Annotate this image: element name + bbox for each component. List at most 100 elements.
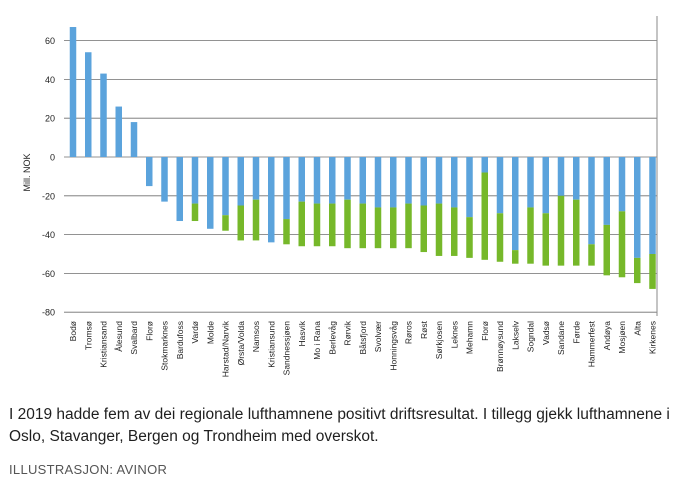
image-credit: ILLUSTRASJON: AVINOR bbox=[9, 462, 168, 477]
bar-blue bbox=[588, 157, 595, 245]
category-labels: Bodø Tromsø Kristiansand Ålesund Svalbard Flo… bbox=[68, 320, 658, 377]
bar-blue bbox=[359, 157, 366, 204]
bar-blue bbox=[85, 52, 92, 157]
bar-blue bbox=[618, 157, 626, 212]
category-label: Sandane bbox=[556, 321, 566, 355]
bar-blue bbox=[176, 157, 183, 222]
bar-blue bbox=[191, 157, 199, 204]
bar-green bbox=[466, 217, 473, 258]
category-label: Molde bbox=[205, 321, 215, 344]
bar-blue bbox=[130, 122, 138, 157]
bar-green bbox=[298, 201, 305, 247]
category-label: Vadsø bbox=[541, 321, 551, 345]
bar-green bbox=[603, 224, 610, 276]
category-label: Bardufoss bbox=[175, 321, 185, 359]
category-label: Mehamn bbox=[465, 321, 475, 354]
bar-green bbox=[649, 254, 656, 289]
bar-blue bbox=[313, 157, 321, 204]
bar-blue bbox=[481, 157, 488, 173]
y-tick-label: 20 bbox=[45, 114, 55, 124]
bar-blue bbox=[557, 157, 565, 196]
bar-green bbox=[283, 219, 290, 245]
y-axis-title: Mill. NOK bbox=[22, 154, 32, 192]
bar-green bbox=[588, 244, 595, 266]
category-label: Lakselv bbox=[510, 320, 520, 350]
bar-blue bbox=[329, 157, 336, 204]
bar-green bbox=[618, 211, 626, 278]
y-tick-label: -80 bbox=[42, 308, 55, 318]
bar-blue bbox=[283, 157, 290, 220]
bar-green bbox=[222, 215, 229, 231]
bar-blue bbox=[542, 157, 549, 214]
y-tick-label: 40 bbox=[45, 75, 55, 85]
category-label: Røros bbox=[404, 321, 414, 344]
bar-green bbox=[191, 203, 199, 222]
bar-blue bbox=[207, 157, 214, 229]
bar-green bbox=[313, 203, 321, 247]
y-tick-label: -20 bbox=[42, 191, 55, 201]
category-label: Berlevåg bbox=[327, 321, 337, 355]
category-label: Hasvik bbox=[297, 320, 307, 346]
bar-blue bbox=[512, 157, 519, 251]
y-tick-label: 60 bbox=[45, 36, 55, 46]
category-label: Alta bbox=[632, 321, 642, 336]
bar-blue bbox=[420, 157, 427, 206]
category-label: Brønnøysund bbox=[495, 321, 505, 372]
bar-blue bbox=[466, 157, 473, 218]
category-label: Sørkjosen bbox=[434, 321, 444, 360]
bar-blue bbox=[451, 157, 458, 208]
y-tick-label: 0 bbox=[50, 153, 55, 163]
bar-green bbox=[374, 207, 382, 249]
bar-blue bbox=[527, 157, 534, 208]
bar-blue bbox=[252, 157, 260, 200]
bar-blue bbox=[573, 157, 580, 200]
category-label: Svolvær bbox=[373, 321, 383, 352]
y-tick-labels: 60 40 20 0 -20 -40 -60 -80 bbox=[42, 36, 55, 318]
bar-green bbox=[542, 213, 549, 266]
bar-blue bbox=[237, 157, 244, 206]
bar-green bbox=[405, 203, 412, 249]
category-label: Båtsfjord bbox=[358, 321, 368, 355]
category-label: Kirkenes bbox=[648, 321, 658, 354]
bar-blue bbox=[100, 73, 107, 157]
bar-green bbox=[420, 205, 427, 253]
bar-blue bbox=[69, 27, 77, 157]
category-label: Mo i Rana bbox=[312, 321, 322, 360]
category-label: Ålesund bbox=[114, 321, 124, 352]
bar-green bbox=[359, 203, 366, 249]
bar-green bbox=[527, 207, 534, 264]
bar-blue bbox=[268, 157, 275, 243]
bar-blue bbox=[298, 157, 305, 202]
y-tick-label: -60 bbox=[42, 269, 55, 279]
image-caption: I 2019 hadde fem av dei regionale luftha… bbox=[9, 406, 670, 445]
bar-chart: 60 40 20 0 -20 -40 -60 -80 Bodø Tromsø Kristiansa… bbox=[22, 16, 658, 377]
category-label: Florø bbox=[144, 321, 154, 341]
bar-green bbox=[557, 195, 565, 266]
category-label: Kristiansund bbox=[266, 321, 276, 368]
bar-blue bbox=[435, 157, 443, 204]
bar-blue bbox=[390, 157, 397, 208]
bar-green bbox=[634, 257, 641, 284]
bar-green bbox=[237, 205, 244, 241]
bar-green bbox=[481, 172, 488, 260]
bar-blue bbox=[161, 157, 168, 202]
bar-blue bbox=[603, 157, 610, 225]
category-label: Florø bbox=[480, 321, 490, 341]
bar-green bbox=[435, 203, 443, 256]
bar-blue bbox=[634, 157, 641, 258]
bar-green bbox=[451, 207, 458, 256]
category-label: Leknes bbox=[449, 321, 459, 348]
bar-blue bbox=[115, 106, 122, 157]
category-label: Namsos bbox=[251, 321, 261, 352]
category-label: Rørvik bbox=[343, 320, 353, 345]
category-label: Røst bbox=[419, 320, 429, 339]
bar-blue bbox=[649, 157, 656, 254]
bars bbox=[69, 27, 656, 289]
category-label: Andøya bbox=[602, 321, 612, 351]
bar-blue bbox=[374, 157, 382, 208]
bar-green bbox=[390, 207, 397, 249]
category-label: Stokmarknes bbox=[160, 321, 170, 371]
category-label: Honningsvåg bbox=[388, 321, 398, 371]
bar-green bbox=[344, 199, 351, 249]
category-label: Hammerfest bbox=[587, 320, 597, 367]
